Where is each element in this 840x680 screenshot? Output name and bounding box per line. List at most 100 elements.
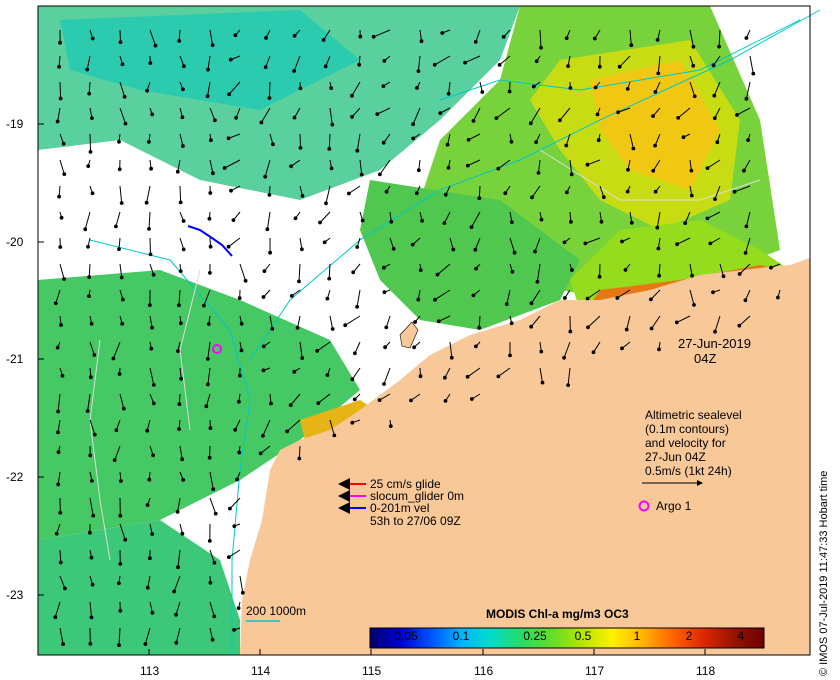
velocity-vector-head (692, 303, 696, 307)
velocity-vector (536, 263, 541, 282)
velocity-vector-head (176, 565, 180, 570)
velocity-vector-head (381, 84, 386, 88)
velocity-vector (144, 627, 151, 645)
velocity-vector (229, 497, 241, 509)
velocity-vector-head (384, 325, 389, 330)
velocity-vector-head (656, 71, 661, 76)
velocity-vector (689, 29, 694, 47)
velocity-vector (434, 289, 451, 301)
velocity-vector-head (568, 86, 573, 90)
velocity-vector (412, 107, 421, 125)
velocity-vector-head (181, 478, 186, 482)
velocity-vector-head (151, 383, 156, 387)
velocity-vector (317, 393, 331, 404)
velocity-vector-head (655, 225, 660, 230)
velocity-vector-head (261, 433, 265, 438)
velocity-vector-head (776, 295, 780, 300)
velocity-vector (118, 627, 121, 646)
velocity-vector (298, 445, 301, 459)
velocity-vector-head (715, 140, 720, 145)
velocity-vector (119, 81, 126, 97)
velocity-vector-head (353, 351, 357, 356)
velocity-vector-head (496, 166, 501, 171)
velocity-vector-head (350, 93, 354, 98)
velocity-vector-head (691, 63, 696, 68)
velocity-vector-head (226, 136, 231, 141)
colorbar-tick-label: 0.05 (394, 629, 418, 643)
lat-tick-label: -20 (6, 235, 24, 249)
velocity-vector (587, 289, 601, 299)
velocity-vector (438, 315, 451, 322)
velocity-vector-head (509, 321, 514, 326)
velocity-vector (55, 289, 61, 304)
velocity-vector-head (592, 36, 597, 41)
velocity-vector-head (83, 227, 88, 232)
velocity-vector-head (261, 368, 266, 373)
velocity-vector-head (90, 478, 94, 483)
velocity-vector-head (569, 220, 573, 224)
velocity-vector-head (409, 398, 413, 403)
velocity-vector (676, 315, 691, 323)
velocity-vector-head (656, 246, 661, 251)
velocity-vector-head (147, 477, 152, 482)
lon-tick-label: 116 (474, 664, 494, 678)
velocity-vector-head (382, 290, 387, 295)
velocity-vector (177, 549, 181, 568)
velocity-vector-head (58, 40, 62, 45)
velocity-vector-head (270, 327, 275, 331)
velocity-vector-head (681, 135, 686, 140)
velocity-vector-head (735, 113, 739, 117)
velocity-vector-head (85, 67, 90, 72)
velocity-vector-head (234, 115, 239, 120)
velocity-vector-head (355, 304, 360, 309)
velocity-vector-head (414, 191, 419, 196)
velocity-vector (57, 471, 61, 485)
velocity-vector-head (90, 116, 94, 120)
velocity-vector-head (209, 138, 213, 143)
colorbar-tick-label: 1 (633, 629, 641, 643)
velocity-vector-head (629, 43, 634, 48)
velocity-vector (629, 133, 634, 149)
velocity-vector (478, 185, 481, 199)
velocity-vector-head (90, 36, 95, 41)
velocity-vector (57, 393, 61, 412)
velocity-vector-head (269, 401, 273, 406)
velocity-vector-head (145, 503, 150, 507)
velocity-vector-head (117, 167, 122, 172)
velocity-vector-head (207, 216, 212, 221)
velocity-vector (149, 29, 156, 46)
velocity-vector (57, 419, 61, 433)
velocity-vector-head (463, 60, 468, 65)
velocity-vector (651, 315, 661, 329)
lat-tick-label: -21 (6, 352, 24, 366)
velocity-vector-head (655, 38, 660, 42)
velocity-vector (569, 159, 573, 175)
velocity-vector-head (182, 64, 186, 69)
velocity-vector (498, 367, 511, 377)
velocity-vector (147, 575, 151, 588)
velocity-vector-head (540, 380, 545, 385)
velocity-vector-head (263, 65, 268, 69)
velocity-vector-head (88, 375, 93, 380)
velocity-vector-head (212, 614, 217, 619)
velocity-vector-head (210, 637, 215, 642)
velocity-vector-head (117, 139, 121, 144)
velocity-vector (351, 81, 361, 97)
timestamp-date: 27-Jun-2019 (678, 336, 751, 351)
sealevel-contours (89, 149, 761, 561)
velocity-vector (328, 133, 331, 149)
velocity-vector-head (508, 353, 512, 358)
velocity-vector-head (233, 427, 238, 432)
velocity-vector (565, 133, 571, 146)
velocity-vector (329, 419, 335, 436)
velocity-vector-head (120, 62, 125, 67)
velocity-vector-head (202, 303, 206, 308)
velocity-vector (89, 133, 91, 152)
velocity-vector-head (586, 325, 590, 330)
velocity-vector-head (204, 404, 209, 409)
velocity-vector-head (474, 266, 478, 271)
velocity-vector (677, 107, 691, 119)
velocity-vector (239, 575, 244, 593)
velocity-vector-head (117, 372, 122, 376)
velocity-vector-head (118, 562, 123, 566)
